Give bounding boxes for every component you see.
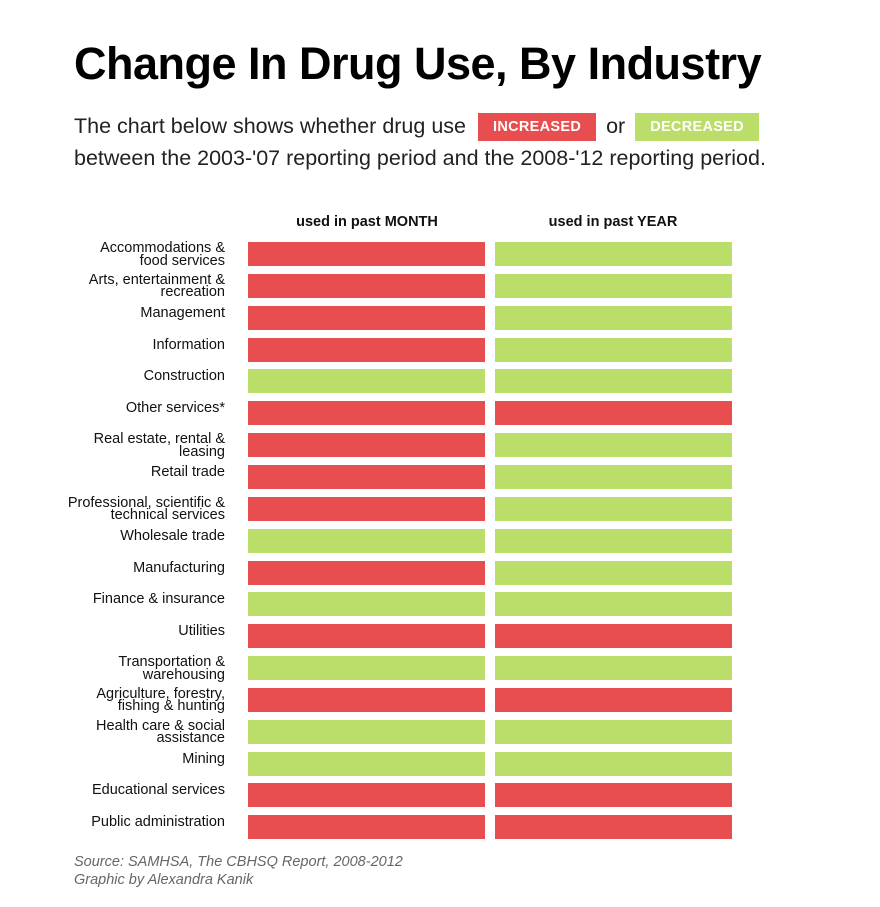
row-label-line: food services	[139, 252, 225, 269]
row-label: Information	[25, 336, 225, 353]
row-label: Health care & social assistance	[25, 717, 225, 747]
bar-month	[248, 751, 485, 776]
bar-month	[248, 624, 485, 649]
row-label: Management	[25, 304, 225, 321]
bar-year	[495, 687, 732, 712]
row-label-line: Arts, entertainment &	[88, 271, 225, 288]
row-label-line: Finance & insurance	[92, 591, 225, 608]
bar-year	[495, 656, 732, 681]
row-label: Wholesale trade	[25, 527, 225, 544]
row-label: Mining	[25, 750, 225, 767]
row-label-line: Other services*	[125, 400, 225, 417]
bar-year	[495, 783, 732, 808]
bar-month	[248, 815, 485, 840]
bar-month	[248, 273, 485, 298]
legend-decreased: DECREASED	[635, 113, 759, 141]
subtitle-text-post: between the 2003-'07 reporting period an…	[74, 146, 766, 170]
bar-year	[495, 624, 732, 649]
bar-year	[495, 560, 732, 585]
bar-year	[495, 401, 732, 426]
row-label-line: Agriculture, forestry,	[96, 685, 225, 702]
row-label-line: Health care & social	[96, 717, 225, 734]
bar-month	[248, 528, 485, 553]
row-label-line: Retail trade	[150, 463, 225, 480]
legend-increased: INCREASED	[477, 113, 597, 141]
row-label: Educational services	[25, 782, 225, 799]
subtitle-text-or: or	[606, 114, 626, 138]
row-label-line: Management	[140, 304, 225, 321]
row-label: Arts, entertainment & recreation	[25, 271, 225, 301]
row-label-line: Professional, scientific &	[67, 494, 225, 511]
row-label: Construction	[25, 368, 225, 385]
bar-year	[495, 528, 732, 553]
bar-year	[495, 751, 732, 776]
bar-month	[248, 464, 485, 489]
bar-month	[248, 687, 485, 712]
row-label: Accommodations & food services	[25, 240, 225, 269]
bar-year	[495, 433, 732, 458]
chart-title: Change In Drug Use, By Industry	[74, 38, 762, 89]
row-label: Agriculture, forestry, fishing & hunting	[25, 685, 225, 715]
bar-year	[495, 369, 732, 394]
bar-year	[495, 337, 732, 362]
chart-subtitle: The chart below shows whether drug use I…	[74, 110, 864, 174]
bar-year	[495, 719, 732, 744]
row-label: Public administration	[25, 814, 225, 831]
row-label-line: technical services	[110, 507, 225, 524]
row-label-line: Wholesale trade	[120, 527, 225, 544]
row-label: Other services*	[25, 400, 225, 417]
bar-year	[495, 464, 732, 489]
row-label-line: Educational services	[92, 782, 225, 799]
row-label: Utilities	[25, 623, 225, 640]
row-label: Professional, scientific & technical serv…	[25, 494, 225, 524]
row-label-line: Mining	[182, 750, 225, 767]
row-label: Transportation & warehousing	[25, 654, 225, 683]
bar-year	[495, 496, 732, 521]
source-text: Source: SAMHSA, The CBHSQ Report, 2008-2…	[74, 854, 403, 870]
bar-month	[248, 337, 485, 362]
bar-month	[248, 656, 485, 681]
credit-text: Graphic by Alexandra Kanik	[74, 872, 254, 888]
bar-year	[495, 242, 732, 266]
row-label-line: Information	[152, 336, 225, 353]
row-label: Retail trade	[25, 463, 225, 480]
row-label-line: Construction	[143, 368, 225, 385]
bar-month	[248, 783, 485, 808]
bar-month	[248, 369, 485, 394]
subtitle-text-pre: The chart below shows whether drug use	[74, 114, 466, 138]
bar-month	[248, 560, 485, 585]
row-label: Manufacturing	[25, 559, 225, 576]
bar-month	[248, 592, 485, 617]
row-label-line: Real estate, rental &	[93, 431, 225, 448]
column-header-month: used in past MONTH	[296, 214, 438, 230]
row-label: Finance & insurance	[25, 591, 225, 608]
row-label-line: leasing	[179, 443, 225, 460]
row-label-line: recreation	[160, 284, 225, 301]
row-label-line: Manufacturing	[133, 559, 225, 576]
bar-month	[248, 496, 485, 521]
row-label-line: fishing & hunting	[117, 698, 225, 715]
bar-year	[495, 273, 732, 298]
bar-month	[248, 305, 485, 330]
bar-year	[495, 305, 732, 330]
bar-month	[248, 242, 485, 266]
row-label-line: warehousing	[142, 666, 225, 683]
row-label-line: assistance	[156, 730, 225, 747]
bar-year	[495, 815, 732, 840]
bar-month	[248, 719, 485, 744]
row-label-line: Utilities	[178, 623, 225, 640]
column-header-year: used in past YEAR	[548, 214, 678, 230]
row-label-line: Public administration	[91, 814, 225, 831]
row-label-line: Accommodations &	[100, 240, 225, 256]
row-label-line: Transportation &	[118, 654, 225, 671]
bar-month	[248, 401, 485, 426]
bar-year	[495, 592, 732, 617]
row-label: Real estate, rental & leasing	[25, 431, 225, 460]
source-note: Source: SAMHSA, The CBHSQ Report, 2008-2…	[74, 853, 403, 889]
bar-month	[248, 433, 485, 458]
